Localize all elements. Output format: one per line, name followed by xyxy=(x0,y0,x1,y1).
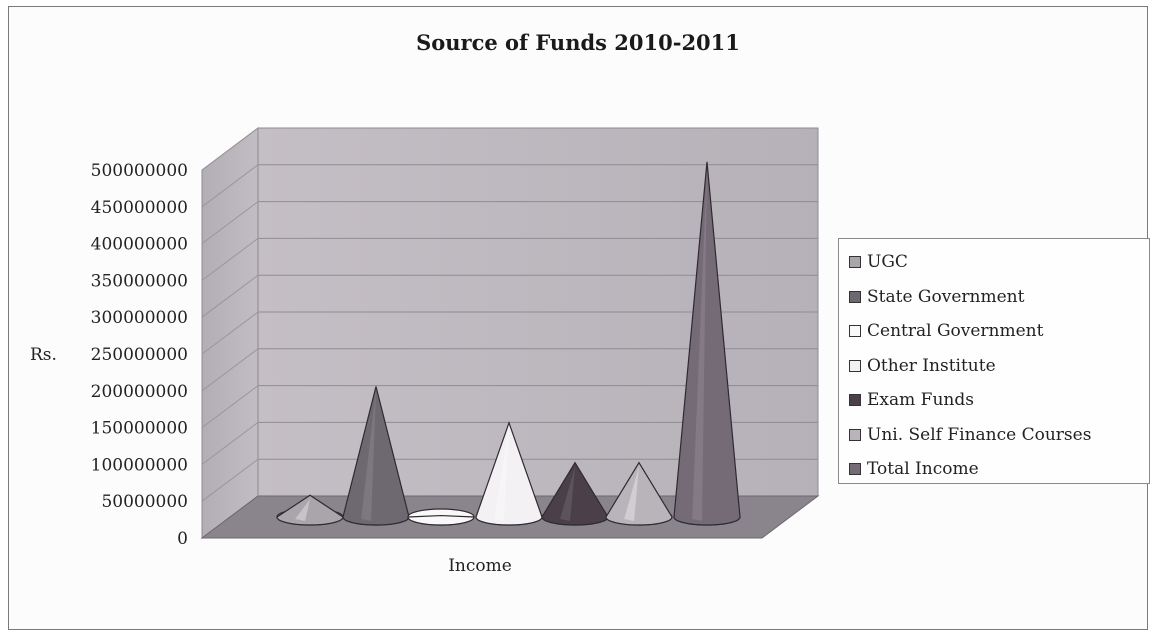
y-tick-label: 450000000 xyxy=(91,198,188,218)
legend-swatch xyxy=(849,359,861,372)
legend-item-central-government: Central Government xyxy=(849,314,1149,349)
legend-item-exam-funds: Exam Funds xyxy=(849,383,1149,418)
cone-highlight xyxy=(426,519,441,521)
cone-bar xyxy=(605,461,673,526)
legend-swatch xyxy=(849,290,861,303)
gridline-side xyxy=(201,237,259,281)
gridline-side xyxy=(201,458,259,502)
gridline-side xyxy=(201,348,259,392)
cone-bar xyxy=(475,420,543,526)
legend-label: State Government xyxy=(867,286,1025,307)
legend-label: Exam Funds xyxy=(867,390,974,411)
cone-highlight xyxy=(361,390,376,521)
y-tick-label: 0 xyxy=(177,529,188,549)
legend-item-total-income: Total Income xyxy=(849,452,1149,487)
legend-item-ugc: UGC xyxy=(849,245,1149,280)
cone-highlight xyxy=(624,466,639,521)
gridline-side xyxy=(201,421,259,465)
cone-bar xyxy=(407,514,475,526)
legend-label: Uni. Self Finance Courses xyxy=(867,424,1092,445)
gridline-side xyxy=(201,164,259,208)
cone-highlight xyxy=(692,165,707,522)
legend-item-uni-self-finance-courses: Uni. Self Finance Courses xyxy=(849,418,1149,453)
legend-label: Total Income xyxy=(867,459,979,480)
legend-swatch xyxy=(849,428,861,441)
y-tick-label: 400000000 xyxy=(91,235,188,255)
y-tick-label: 200000000 xyxy=(91,382,188,402)
y-tick-label: 150000000 xyxy=(91,419,188,439)
chart-title: Source of Funds 2010-2011 xyxy=(416,30,740,55)
y-tick-label: 300000000 xyxy=(91,308,188,328)
gridline-side xyxy=(201,201,259,245)
legend: UGC State Government Central Government … xyxy=(838,238,1150,484)
y-tick-label: 100000000 xyxy=(91,455,188,475)
cone-highlight xyxy=(494,426,509,521)
legend-swatch xyxy=(849,394,861,407)
y-tick-label: 50000000 xyxy=(101,492,188,512)
gridline-side xyxy=(201,385,259,429)
cone-bar xyxy=(276,494,344,526)
legend-label: UGC xyxy=(867,252,908,273)
legend-label: Other Institute xyxy=(867,355,996,376)
gridline-side xyxy=(201,311,259,355)
y-axis-label: Rs. xyxy=(30,345,57,365)
legend-label: Central Government xyxy=(867,321,1044,342)
cone-highlight xyxy=(295,499,310,521)
gridline-side xyxy=(201,127,259,171)
gridline-side xyxy=(201,274,259,318)
legend-item-state-government: State Government xyxy=(849,280,1149,315)
legend-item-other-institute: Other Institute xyxy=(849,349,1149,384)
y-tick-label: 500000000 xyxy=(91,161,188,181)
x-axis-label: Income xyxy=(448,556,512,576)
cone-bar xyxy=(673,161,741,526)
cone-highlight xyxy=(560,466,575,521)
legend-swatch xyxy=(849,325,861,338)
legend-swatch xyxy=(849,463,861,476)
y-tick-label: 350000000 xyxy=(91,271,188,291)
y-tick-label: 250000000 xyxy=(91,345,188,365)
legend-swatch xyxy=(849,256,861,269)
